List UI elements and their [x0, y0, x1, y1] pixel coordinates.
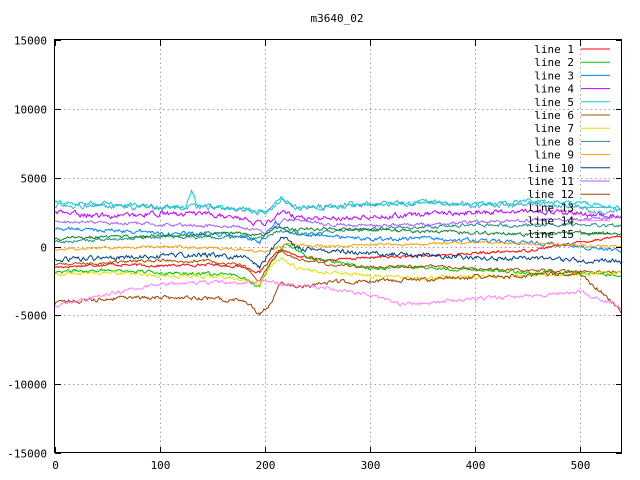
series-lines — [54, 189, 623, 317]
series-line-10 — [54, 236, 623, 270]
legend-label: line 10 — [528, 162, 574, 175]
x-tick-label: 500 — [571, 459, 591, 472]
legend-label: line 3 — [534, 69, 574, 82]
x-axis: 0 100 200 300 400 500 — [52, 40, 590, 472]
series-line-4 — [54, 208, 623, 227]
x-tick-label: 400 — [466, 459, 486, 472]
series-line-7 — [54, 256, 623, 287]
legend-label: line 14 — [528, 215, 575, 228]
legend-label: line 1 — [534, 43, 574, 56]
y-tick-label: 0 — [40, 242, 47, 255]
grid-lines — [55, 40, 622, 453]
series-line-15 — [54, 225, 623, 242]
x-tick-label: 100 — [151, 459, 171, 472]
legend-label: line 7 — [534, 122, 574, 135]
y-axis: -15000 -10000 -5000 0 5000 10000 15000 — [7, 35, 622, 461]
y-tick-label: 10000 — [14, 104, 47, 117]
series-line-12 — [54, 271, 622, 317]
legend-label: line 4 — [534, 83, 574, 96]
x-tick-label: 300 — [361, 459, 381, 472]
series-line-14 — [54, 279, 623, 310]
legend-label: line 13 — [528, 201, 574, 214]
legend-label: line 11 — [528, 175, 574, 188]
x-tick-label: 200 — [256, 459, 276, 472]
series-line-2 — [54, 243, 623, 288]
series-line-11 — [54, 215, 623, 235]
series-line-9 — [54, 240, 623, 253]
legend-label: line 9 — [534, 149, 574, 162]
y-tick-label: 5000 — [21, 173, 48, 186]
legend-label: line 12 — [528, 188, 574, 201]
series-line-13 — [54, 198, 623, 216]
legend-label: line 2 — [534, 56, 574, 69]
y-tick-label: 15000 — [14, 35, 47, 48]
series-line-1 — [54, 235, 623, 274]
legend-label: line 5 — [534, 96, 574, 109]
series-line-3 — [54, 219, 623, 254]
y-tick-label: -5000 — [14, 310, 47, 323]
x-tick-label: 0 — [52, 459, 59, 472]
plot-frame — [54, 39, 622, 453]
series-line-5 — [54, 189, 623, 215]
legend-label: line 6 — [534, 109, 574, 122]
series-line-6 — [54, 250, 623, 282]
legend-label: line 15 — [528, 228, 574, 241]
chart-title: m3640_02 — [311, 12, 364, 25]
y-tick-label: -10000 — [7, 379, 47, 392]
y-tick-label: -15000 — [7, 448, 47, 461]
legend-label: line 8 — [534, 135, 574, 148]
